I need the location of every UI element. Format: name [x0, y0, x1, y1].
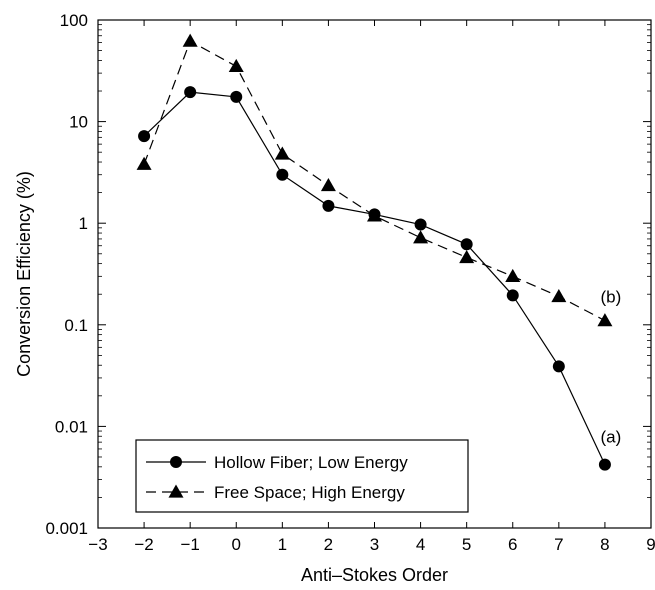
- y-tick-label: 10: [69, 113, 88, 132]
- data-point: [505, 268, 521, 282]
- data-point: [598, 458, 611, 471]
- x-tick-label: 0: [232, 535, 241, 554]
- legend-label: Hollow Fiber; Low Energy: [214, 453, 408, 472]
- y-tick-label: 0.001: [45, 519, 88, 538]
- data-point: [414, 218, 427, 231]
- series-annotation: (b): [601, 288, 622, 307]
- data-point: [136, 156, 152, 170]
- data-point: [228, 58, 244, 72]
- series-hollow-fiber: [138, 86, 611, 471]
- annotations: (a) (b): [601, 288, 622, 447]
- x-tick-label: 2: [324, 535, 333, 554]
- x-tick-label: 5: [462, 535, 471, 554]
- data-point: [460, 238, 473, 251]
- data-point: [274, 146, 290, 160]
- data-point: [184, 86, 197, 99]
- legend-marker: [170, 456, 182, 468]
- data-point: [459, 249, 475, 264]
- y-tick-label: 100: [60, 11, 88, 30]
- x-tick-label: 1: [278, 535, 287, 554]
- data-point: [552, 360, 565, 373]
- x-tick-label: 6: [508, 535, 517, 554]
- y-tick-label: 0.01: [55, 417, 88, 436]
- x-tick-label: −1: [180, 535, 199, 554]
- data-point: [551, 288, 567, 303]
- data-point: [367, 208, 382, 222]
- y-axis-title: Conversion Efficiency (%): [14, 171, 34, 377]
- legend-label: Free Space; High Energy: [214, 483, 405, 502]
- y-tick-label: 0.1: [64, 316, 88, 335]
- data-point: [413, 230, 429, 244]
- data-point: [597, 313, 613, 327]
- axis-ticks: −3 −2 −1 0 1 2 3 4 5 6 7 8 9 0.001 0.01 0.1 1 10 100: [45, 11, 655, 554]
- x-tick-label: 3: [370, 535, 379, 554]
- legend-entry: Hollow Fiber; Low Energy: [146, 453, 408, 472]
- data-point: [230, 90, 243, 103]
- legend-marker: [168, 484, 184, 498]
- data-series: [136, 33, 613, 471]
- x-tick-label: 4: [416, 535, 425, 554]
- data-point: [322, 199, 335, 212]
- x-tick-label: −3: [88, 535, 107, 554]
- data-point: [276, 168, 289, 181]
- data-point: [506, 289, 519, 302]
- x-tick-label: 8: [600, 535, 609, 554]
- x-tick-label: 7: [554, 535, 563, 554]
- x-axis-title: Anti–Stokes Order: [301, 565, 448, 585]
- series-free-space: [136, 33, 613, 327]
- legend: Hollow Fiber; Low Energy Free Space; High…: [135, 439, 469, 513]
- data-point: [182, 33, 198, 47]
- series-annotation: (a): [601, 428, 622, 447]
- x-tick-label: 9: [646, 535, 655, 554]
- data-point: [320, 177, 336, 192]
- legend-entry: Free Space; High Energy: [146, 483, 405, 502]
- x-tick-label: −2: [134, 535, 153, 554]
- y-tick-label: 1: [79, 214, 88, 233]
- legend-box: [135, 439, 469, 513]
- data-point: [138, 130, 151, 143]
- series-line: [143, 40, 606, 322]
